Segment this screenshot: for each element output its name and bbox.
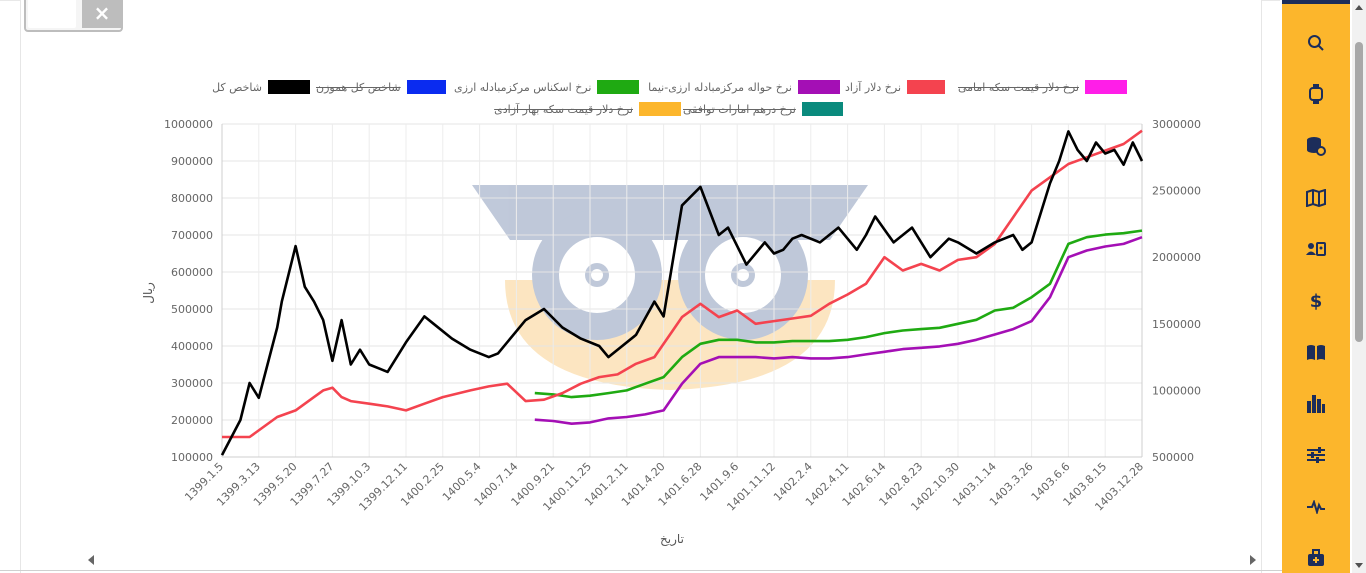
y2-tick-label: 1500000 bbox=[1152, 318, 1201, 331]
series-line bbox=[220, 130, 1144, 456]
sidebar: $ bbox=[1282, 0, 1350, 573]
watermark-logo bbox=[472, 185, 868, 390]
legend-label: شاخص کل bbox=[212, 80, 262, 94]
y2-tick-label: 2500000 bbox=[1152, 185, 1201, 198]
x-axis-title: تاریخ bbox=[660, 532, 684, 547]
legend-swatch bbox=[907, 80, 945, 94]
watermark-shape bbox=[705, 237, 781, 313]
y-tick-label: 900000 bbox=[171, 155, 213, 168]
dollar-icon[interactable]: $ bbox=[1309, 290, 1323, 312]
briefcase-icon[interactable] bbox=[1304, 546, 1328, 570]
y2-tick-label: 3000000 bbox=[1152, 118, 1201, 131]
legend-label: نرخ دلار قیمت سکه امامی bbox=[958, 80, 1079, 94]
bottom-divider bbox=[0, 570, 1282, 571]
legend-label: نرخ دلار قیمت سکه بهار آزادی bbox=[494, 102, 633, 116]
scroll-right-icon[interactable] bbox=[1250, 555, 1256, 565]
legend-swatch bbox=[268, 80, 310, 94]
vscroll-arrows bbox=[1355, 5, 1363, 568]
sidebar-top-strip bbox=[1282, 0, 1350, 4]
y-tick-label: 1000000 bbox=[164, 118, 213, 131]
legend-item[interactable]: شاخص کل bbox=[210, 79, 310, 95]
horizontal-scrollbar[interactable] bbox=[86, 552, 1258, 566]
legend-item[interactable]: نرخ درهم امارات توافقی bbox=[683, 101, 843, 117]
scroll-up-icon[interactable] bbox=[1355, 5, 1363, 10]
y2-tick-label: 2000000 bbox=[1152, 251, 1201, 264]
legend-swatch bbox=[639, 102, 681, 116]
y2-tick-label: 1000000 bbox=[1152, 384, 1201, 397]
close-button-spacer bbox=[28, 0, 76, 28]
sliders-icon[interactable] bbox=[1304, 443, 1328, 467]
scroll-arrows bbox=[88, 555, 1256, 565]
pulse-icon[interactable] bbox=[1304, 495, 1328, 519]
y-tick-label: 600000 bbox=[171, 266, 213, 279]
legend-item[interactable]: نرخ دلار قیمت سکه بهار آزادی bbox=[491, 101, 681, 117]
legend-label: نرخ دلار آزاد bbox=[845, 80, 902, 94]
watermark-shape bbox=[532, 210, 662, 340]
y-tick-label: 800000 bbox=[171, 192, 213, 205]
bar-chart-icon[interactable] bbox=[1304, 392, 1328, 416]
map-icon[interactable] bbox=[1304, 186, 1328, 210]
y-tick-label: 500000 bbox=[171, 303, 213, 316]
y-axis-title: ریال bbox=[141, 282, 156, 304]
y-tick-label: 200000 bbox=[171, 414, 213, 427]
legend-swatch bbox=[597, 80, 639, 94]
legend-item[interactable]: نرخ اسکناس مرکزمبادله ارزی bbox=[454, 79, 639, 95]
legend-label: شاخص کل هموزن bbox=[316, 80, 401, 94]
user-card-icon[interactable] bbox=[1304, 237, 1328, 261]
scroll-left-icon[interactable] bbox=[88, 555, 94, 565]
y-tick-label: 100000 bbox=[171, 451, 213, 464]
series-line bbox=[534, 235, 1143, 426]
y2-tick-label: 500000 bbox=[1152, 451, 1194, 464]
legend-label: نرخ اسکناس مرکزمبادله ارزی bbox=[454, 80, 592, 94]
series-line bbox=[222, 129, 1143, 439]
watermark-shape bbox=[585, 263, 609, 287]
vertical-scroll-thumb[interactable] bbox=[1355, 42, 1363, 342]
y-tick-label: 300000 bbox=[171, 377, 213, 390]
search-icon[interactable] bbox=[1304, 31, 1328, 55]
scroll-down-icon[interactable] bbox=[1355, 563, 1363, 568]
series-line bbox=[534, 229, 1143, 399]
legend-item[interactable]: نرخ دلار آزاد bbox=[845, 79, 945, 95]
watch-icon[interactable] bbox=[1304, 82, 1328, 106]
legend-swatch bbox=[406, 80, 446, 94]
coins-icon[interactable] bbox=[1304, 134, 1328, 158]
chart: 1000000 900000 800000 700000 600000 500000 400… bbox=[141, 118, 1201, 547]
watermark-shape bbox=[559, 237, 635, 313]
watermark-shape bbox=[737, 269, 749, 281]
close-button[interactable]: × bbox=[82, 0, 122, 28]
legend-item[interactable]: نرخ دلار قیمت سکه امامی bbox=[957, 79, 1127, 95]
legend-swatch bbox=[798, 80, 840, 94]
legend-swatch bbox=[1085, 80, 1127, 94]
close-button-group: × bbox=[24, 0, 123, 32]
y-tick-label: 700000 bbox=[171, 229, 213, 242]
left-margin bbox=[0, 0, 20, 573]
legend-label: نرخ حواله مرکزمبادله ارزی-نیما bbox=[648, 80, 792, 94]
watermark-shape bbox=[591, 269, 603, 281]
legend-label: نرخ درهم امارات توافقی bbox=[683, 102, 796, 116]
legend-swatch bbox=[801, 102, 843, 116]
legend-item[interactable]: نرخ حواله مرکزمبادله ارزی-نیما bbox=[645, 79, 840, 95]
watermark-shape bbox=[472, 185, 868, 240]
legend-item[interactable]: شاخص کل هموزن bbox=[316, 79, 446, 95]
watermark-shape bbox=[678, 210, 808, 340]
book-icon[interactable] bbox=[1304, 340, 1328, 364]
y-tick-label: 400000 bbox=[171, 340, 213, 353]
